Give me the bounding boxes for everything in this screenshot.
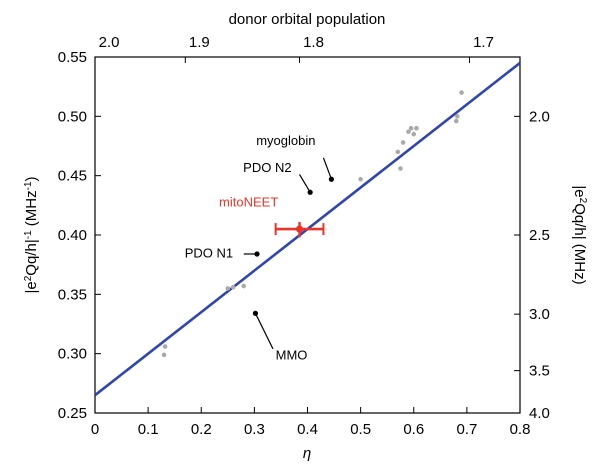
left-tick-label-4: 0.45 xyxy=(58,168,87,185)
left-tick-label-0: 0.25 xyxy=(58,405,87,422)
mmo-leader xyxy=(254,313,274,350)
gray-point-13 xyxy=(453,118,459,124)
plot-frame xyxy=(94,56,521,414)
mitoneet-point xyxy=(295,225,304,233)
pdo-n2-label: PDO N2 xyxy=(243,160,291,175)
top-tick-label-1: 1.9 xyxy=(189,34,210,51)
gray-point-2 xyxy=(225,286,231,291)
gray-point-1 xyxy=(162,344,168,349)
pdo-n1-point xyxy=(254,251,260,257)
bottom-axis-title: η xyxy=(303,445,311,462)
right-axis-title: |e2Qq/h| (MHz) xyxy=(571,185,589,284)
bottom-tick-label-2: 0.2 xyxy=(191,421,212,438)
top-tick-label-0: 2.0 xyxy=(99,34,120,51)
left-tick-label-1: 0.30 xyxy=(58,346,87,363)
right-tick-label-2: 3.0 xyxy=(529,306,550,323)
gray-point-14 xyxy=(455,114,460,119)
mmo-label: MMO xyxy=(276,348,308,363)
top-axis-title: donor orbital population xyxy=(229,11,386,28)
gray-point-15 xyxy=(459,90,464,95)
right-tick-label-0: 2.0 xyxy=(529,108,550,125)
mitoneet-label: mitoNEET xyxy=(219,195,278,210)
gray-point-7 xyxy=(398,166,403,171)
right-tick-label-1: 2.5 xyxy=(529,227,550,244)
left-tick-label-6: 0.55 xyxy=(58,49,87,66)
bottom-tick-label-8: 0.8 xyxy=(510,421,531,438)
right-tick-label-4: 4.0 xyxy=(529,405,550,422)
pdo-n2-leader xyxy=(299,174,311,193)
bottom-tick-label-7: 0.7 xyxy=(456,421,477,438)
left-tick-label-3: 0.40 xyxy=(58,227,87,244)
gray-point-3 xyxy=(230,284,236,290)
myoglobin-point xyxy=(328,176,335,182)
bottom-tick-label-6: 0.6 xyxy=(403,421,424,438)
pdo-n1-label: PDO N1 xyxy=(185,246,233,261)
gray-point-9 xyxy=(406,129,411,135)
gray-point-6 xyxy=(395,149,401,155)
gray-point-5 xyxy=(358,176,363,182)
myoglobin-label: myoglobin xyxy=(256,133,315,148)
left-tick-label-2: 0.35 xyxy=(58,286,87,303)
bottom-tick-label-1: 0.1 xyxy=(138,421,159,438)
bottom-tick-label-3: 0.3 xyxy=(244,421,265,438)
bottom-tick-label-4: 0.4 xyxy=(297,421,318,438)
myoglobin-leader xyxy=(322,157,332,180)
bottom-tick-label-5: 0.5 xyxy=(350,421,371,438)
gray-point-10 xyxy=(408,125,414,131)
right-tick-label-3: 3.5 xyxy=(529,363,550,380)
bottom-tick-label-0: 0 xyxy=(91,421,99,438)
pdo-n2-point xyxy=(307,189,313,195)
gray-point-0 xyxy=(161,352,167,358)
left-tick-label-5: 0.50 xyxy=(58,108,87,125)
gray-point-12 xyxy=(414,125,419,131)
mmo-point xyxy=(252,310,259,316)
gray-point-8 xyxy=(400,140,406,145)
gray-point-11 xyxy=(411,131,417,137)
top-tick-label-2: 1.8 xyxy=(303,34,324,51)
top-tick-label-3: 1.7 xyxy=(473,34,494,51)
left-axis-title: |e2Qq/h|-1 (MHz-1) xyxy=(23,176,41,293)
gray-point-4 xyxy=(241,283,247,289)
